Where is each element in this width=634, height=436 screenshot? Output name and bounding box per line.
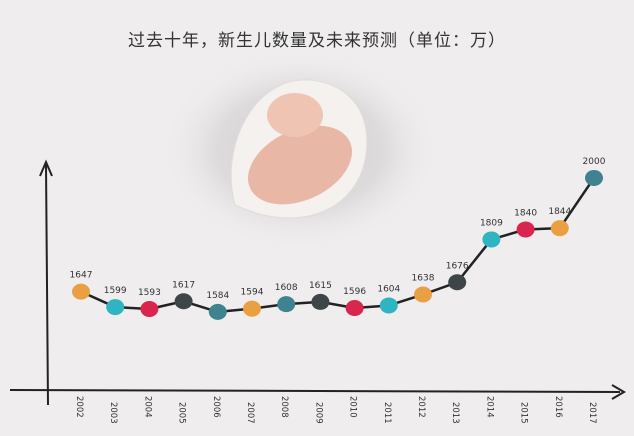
- x-tick-label-2003: 2003: [108, 402, 118, 424]
- data-point-2008: [277, 296, 296, 313]
- data-point-2015: [516, 221, 535, 238]
- data-label-2010: 1596: [343, 287, 366, 297]
- x-tick-label-2008: 2008: [279, 396, 289, 418]
- x-axis: [9, 384, 626, 400]
- x-tick-label-2006: 2006: [211, 396, 221, 418]
- x-tick-label-2015: 2015: [519, 402, 529, 424]
- data-point-2004: [140, 301, 159, 317]
- data-label-2004: 1593: [138, 288, 161, 298]
- data-label-2006: 1584: [206, 291, 229, 301]
- x-tick-label-2012: 2012: [416, 396, 426, 418]
- series-line: [80, 177, 596, 314]
- x-tick-label-2004: 2004: [142, 396, 152, 418]
- data-label-2015: 1840: [514, 208, 537, 218]
- x-tick-label-2014: 2014: [484, 396, 494, 418]
- data-label-2017: 2000: [583, 157, 606, 167]
- data-point-2014: [482, 231, 501, 248]
- baby-photo: [160, 50, 440, 250]
- data-point-2010: [345, 300, 364, 317]
- x-tick-label-2017: 2017: [587, 402, 597, 424]
- y-axis: [39, 159, 53, 406]
- x-tick-label-2016: 2016: [553, 396, 563, 418]
- data-label-2008: 1608: [275, 283, 298, 293]
- data-point-2009: [311, 293, 330, 310]
- x-tick-label-2009: 2009: [313, 402, 323, 424]
- x-tick-label-2002: 2002: [74, 396, 84, 418]
- data-label-2011: 1604: [377, 284, 400, 294]
- x-tick-label-2013: 2013: [450, 402, 460, 424]
- data-label-2014: 1809: [480, 218, 503, 228]
- data-point-2011: [379, 297, 398, 314]
- data-label-2007: 1594: [241, 288, 264, 298]
- x-tick-label-2010: 2010: [348, 396, 358, 418]
- data-point-2003: [106, 299, 125, 316]
- data-label-2003: 1599: [104, 286, 127, 296]
- axes: [9, 159, 626, 406]
- data-point-2005: [174, 293, 193, 310]
- data-point-2002: [72, 283, 90, 300]
- x-tick-label-2007: 2007: [245, 402, 255, 424]
- data-point-2006: [208, 303, 227, 320]
- data-point-2017: [585, 169, 603, 186]
- data-label-2009: 1615: [309, 281, 332, 291]
- data-label-2005: 1617: [172, 280, 195, 290]
- data-label-2012: 1638: [412, 274, 435, 284]
- data-point-2012: [414, 286, 432, 303]
- data-label-2013: 1676: [446, 261, 469, 271]
- data-label-2016: 1844: [548, 207, 571, 217]
- chart-title: 过去十年，新生儿数量及未来预测（单位：万）: [128, 31, 506, 51]
- data-label-2002: 1647: [70, 271, 93, 281]
- data-point-2007: [243, 300, 261, 317]
- data-point-2013: [448, 274, 467, 291]
- x-tick-label-2005: 2005: [177, 402, 187, 424]
- x-tick-label-2011: 2011: [382, 402, 392, 424]
- data-point-2016: [550, 220, 569, 237]
